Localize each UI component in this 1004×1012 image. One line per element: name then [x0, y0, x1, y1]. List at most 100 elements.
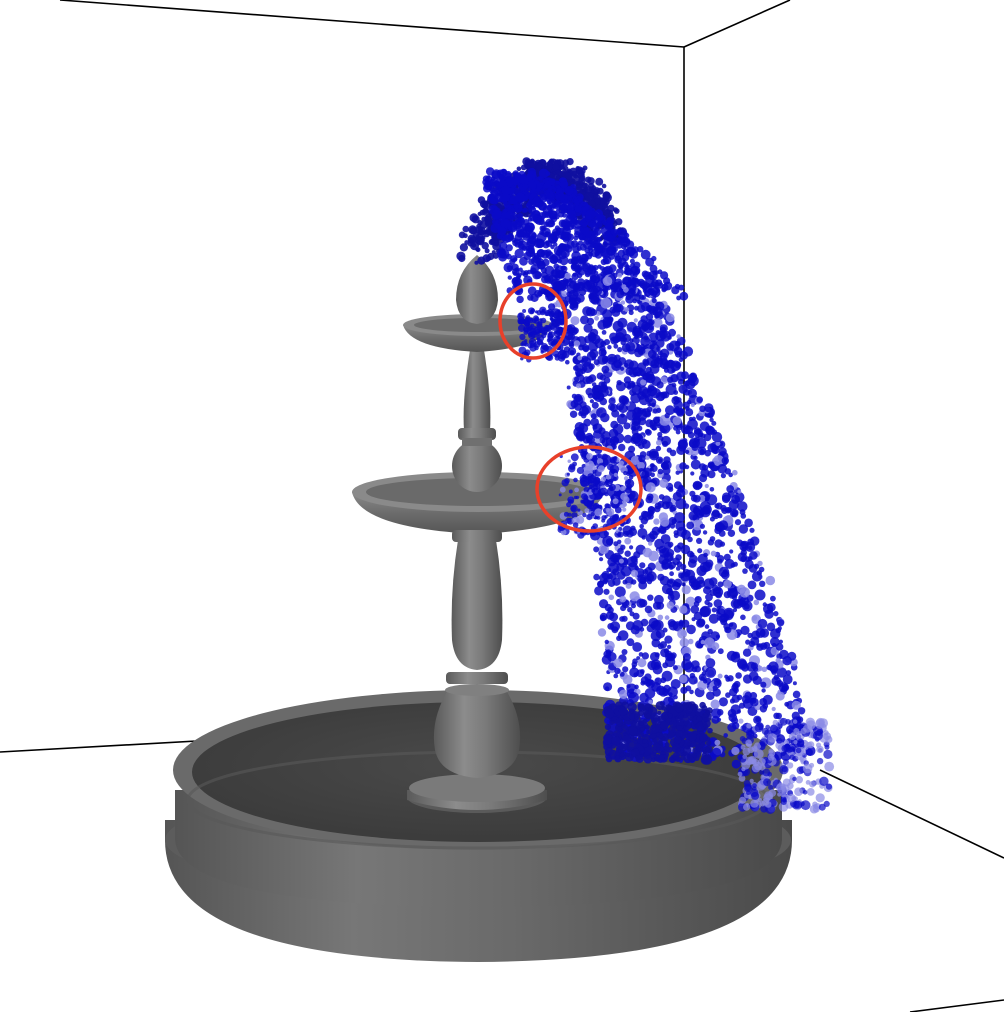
water-particle: [679, 638, 689, 648]
water-particle: [609, 621, 621, 632]
water-particle: [648, 706, 658, 716]
water-particle: [709, 417, 714, 423]
water-particle: [764, 609, 774, 619]
water-particle: [678, 714, 684, 720]
water-particle: [683, 653, 691, 661]
water-particle: [573, 365, 579, 371]
water-particle: [759, 580, 766, 587]
water-particle: [676, 725, 683, 731]
water-particle: [558, 493, 562, 497]
water-particle: [765, 724, 771, 730]
water-particle: [499, 192, 510, 203]
water-particle: [629, 271, 635, 277]
water-particle: [675, 566, 681, 571]
water-particle: [754, 589, 766, 601]
water-particle: [740, 625, 750, 636]
water-particle: [582, 165, 588, 171]
water-particle: [640, 343, 645, 349]
water-particle: [597, 465, 605, 472]
water-particle: [594, 315, 599, 321]
water-particle: [701, 671, 706, 676]
highlight-markers: [498, 282, 643, 533]
water-particle: [714, 739, 721, 746]
water-particle: [602, 309, 613, 320]
water-particle: [709, 536, 716, 542]
water-particle: [598, 544, 609, 555]
water-particle: [778, 682, 789, 692]
water-particle: [719, 541, 726, 547]
water-particle: [727, 529, 736, 537]
water-particle: [812, 730, 823, 741]
water-particle: [792, 681, 797, 686]
water-particle: [556, 335, 561, 340]
frame-line-right-floor: [819, 769, 1004, 859]
water-particle: [700, 433, 706, 439]
water-particle: [597, 453, 603, 459]
water-particle: [569, 223, 575, 228]
water-particle: [776, 619, 785, 627]
water-particle: [632, 642, 643, 652]
water-particle: [627, 289, 635, 298]
water-particle: [707, 727, 713, 734]
water-particle: [595, 177, 604, 186]
water-particle: [512, 277, 519, 284]
water-particle: [718, 697, 729, 707]
water-particle: [604, 747, 614, 757]
water-particle: [633, 318, 638, 323]
water-particle: [615, 218, 623, 226]
water-particle: [648, 541, 653, 546]
water-particle: [712, 685, 718, 691]
water-particle: [684, 425, 693, 435]
water-particle: [623, 232, 630, 239]
water-particle: [608, 403, 615, 411]
water-particle: [570, 400, 579, 408]
water-particle: [474, 260, 479, 265]
water-particle: [628, 692, 639, 703]
water-particle: [574, 393, 583, 402]
water-particle: [544, 265, 555, 276]
water-particle: [730, 599, 741, 609]
water-particle: [649, 752, 657, 760]
water-particle: [657, 282, 664, 289]
water-particle: [613, 476, 617, 481]
water-particle: [617, 547, 624, 555]
water-particle: [516, 166, 522, 172]
water-particle: [526, 173, 534, 180]
water-particle: [627, 607, 633, 613]
water-particle: [674, 340, 681, 347]
water-particle: [582, 362, 594, 373]
water-particle: [544, 309, 552, 317]
water-particle: [510, 255, 518, 263]
water-particle: [623, 286, 629, 293]
water-particle: [637, 461, 645, 470]
water-particle: [660, 271, 669, 280]
water-particle: [492, 218, 499, 226]
water-particle: [534, 176, 545, 187]
water-particle: [668, 713, 673, 719]
water-particle: [628, 726, 638, 736]
water-particle: [642, 547, 653, 558]
water-particle: [650, 359, 660, 369]
water-particle: [530, 293, 539, 302]
water-particle: [556, 187, 563, 193]
water-particle: [625, 239, 631, 245]
water-particle: [542, 183, 553, 194]
water-particle: [694, 596, 702, 604]
water-particle: [534, 271, 543, 279]
water-particle: [741, 767, 746, 772]
water-particle: [750, 697, 757, 704]
water-particle: [638, 580, 648, 590]
water-particle: [587, 480, 594, 487]
water-particle: [577, 267, 586, 276]
water-particle: [602, 535, 614, 547]
water-particle: [637, 719, 645, 726]
water-particle: [634, 684, 639, 690]
water-particle: [703, 713, 708, 718]
water-particle: [650, 464, 658, 473]
water-particle: [620, 300, 626, 305]
water-particle: [607, 573, 613, 580]
water-particle: [606, 353, 618, 365]
water-particle: [613, 658, 623, 668]
water-particle: [653, 518, 660, 525]
water-particle: [663, 696, 674, 708]
